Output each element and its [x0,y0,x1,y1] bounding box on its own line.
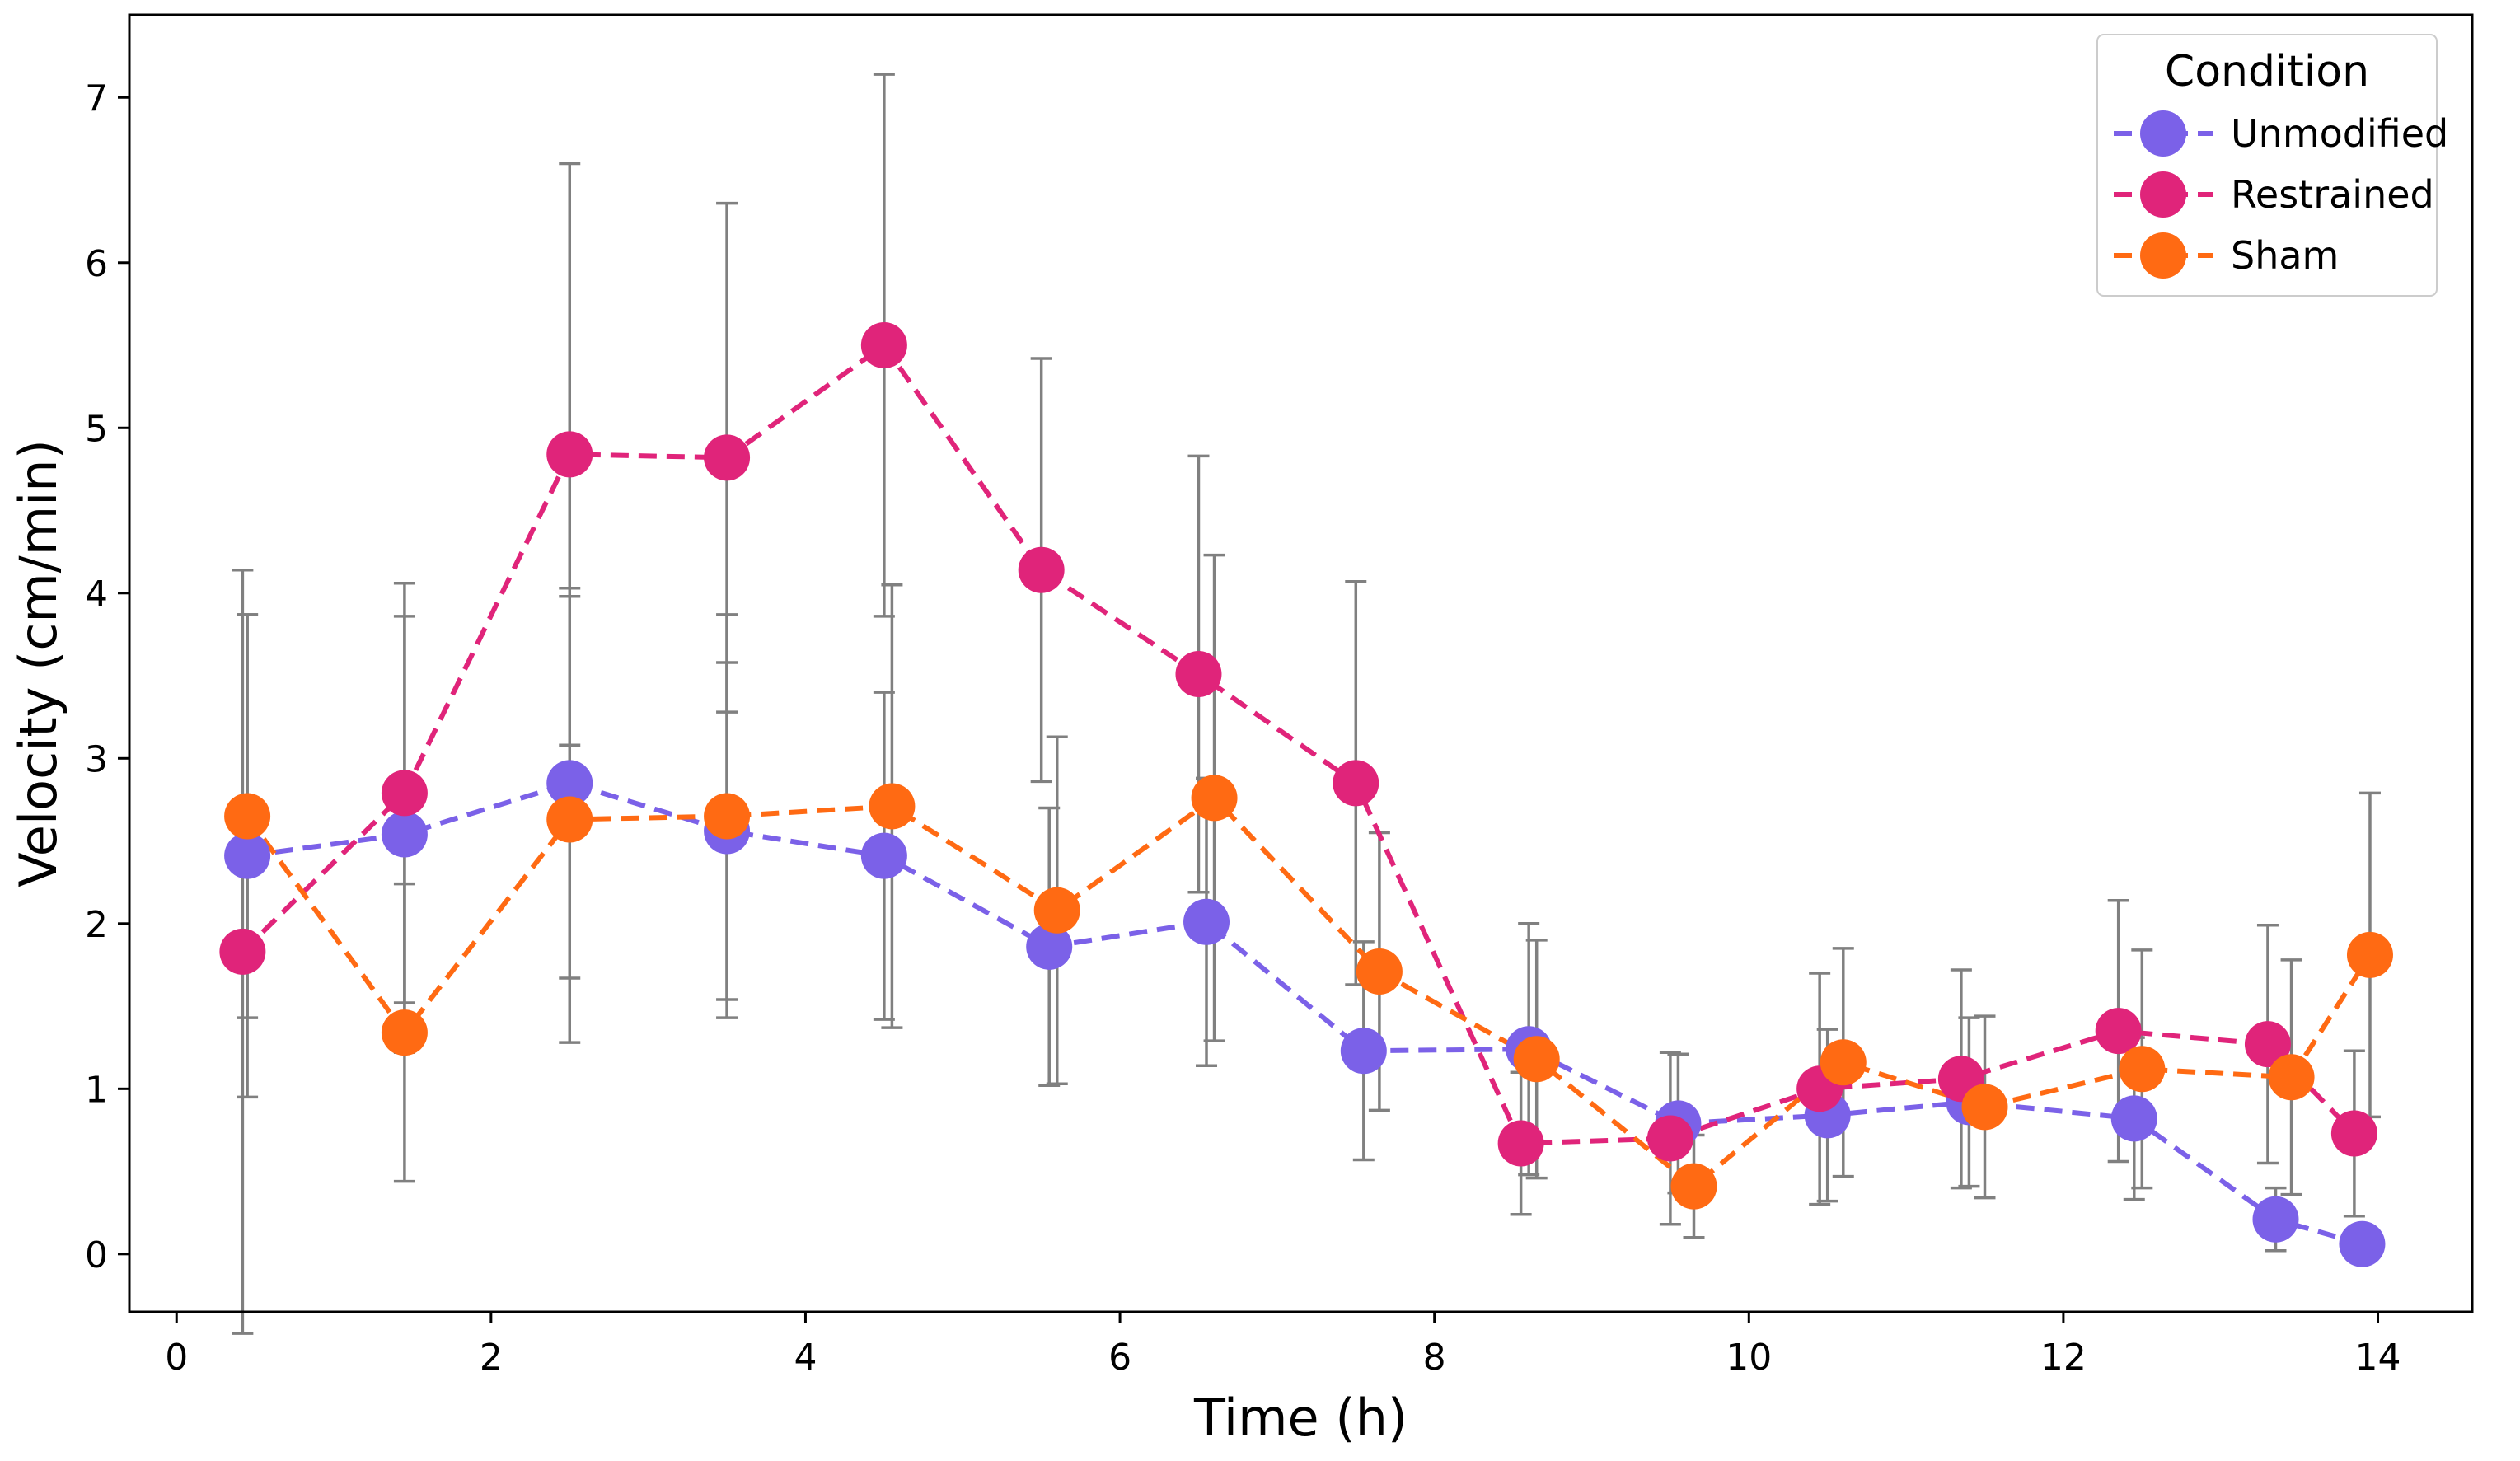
data-point-restrained [704,434,751,481]
y-tick-label: 4 [85,574,108,616]
data-point-sham [2268,1054,2315,1101]
data-point-sham [546,796,593,843]
x-axis-label: Time (h) [1193,1388,1408,1448]
data-point-unmodified [1026,923,1073,970]
data-point-sham [1670,1163,1717,1210]
data-point-sham [1191,775,1238,822]
y-tick-label: 2 [85,904,108,946]
data-point-unmodified [1340,1028,1387,1075]
data-point-restrained [1175,651,1222,698]
data-point-restrained [860,322,907,369]
x-tick-label: 10 [1726,1337,1772,1379]
y-tick-label: 6 [85,243,108,285]
data-point-restrained [1646,1115,1693,1162]
x-tick-label: 0 [165,1337,188,1379]
y-tick-label: 7 [85,77,108,119]
legend-label-unmodified: Unmodified [2231,111,2448,156]
data-point-restrained [1497,1120,1544,1167]
legend: Condition Unmodified Restrained Sham [2096,34,2448,297]
data-point-unmodified [860,832,907,879]
data-point-unmodified [2110,1095,2157,1142]
plot-frame [128,13,2474,1313]
legend-marker-restrained [2140,171,2186,218]
x-tick-label: 8 [1423,1337,1446,1379]
x-tick-label: 12 [2040,1337,2087,1379]
legend-item-sham: Sham [2114,232,2339,279]
data-point-sham [1033,887,1080,934]
data-point-restrained [2330,1110,2377,1157]
legend-label-sham: Sham [2231,233,2339,278]
data-point-sham [2346,931,2393,978]
x-tick-label: 4 [794,1337,817,1379]
data-point-sham [1961,1084,2008,1131]
data-point-restrained [2244,1021,2291,1068]
legend-item-unmodified: Unmodified [2114,110,2448,157]
legend-marker-unmodified [2140,110,2186,157]
x-tick-label: 2 [480,1337,503,1379]
data-point-restrained [381,770,428,817]
data-point-restrained [1018,546,1065,593]
y-axis-ticks: 0 1 2 3 4 5 6 7 [85,77,129,1276]
data-point-restrained [1333,760,1379,807]
y-tick-label: 3 [85,738,108,780]
legend-title: Condition [2165,47,2369,96]
y-tick-label: 5 [85,408,108,450]
y-tick-label: 0 [85,1234,108,1276]
data-point-unmodified [546,760,593,807]
legend-box [2096,34,2438,297]
data-point-unmodified [224,832,271,879]
data-point-restrained [219,928,266,975]
y-tick-label: 1 [85,1069,108,1111]
data-point-unmodified [2339,1220,2386,1267]
data-point-unmodified [1183,898,1230,945]
data-point-sham [1356,948,1403,995]
data-point-sham [1513,1036,1560,1083]
legend-item-restrained: Restrained [2114,171,2434,218]
data-point-sham [224,793,271,840]
x-tick-label: 6 [1108,1337,1131,1379]
legend-marker-sham [2140,232,2186,279]
data-point-unmodified [2252,1196,2299,1243]
x-axis-ticks: 0 2 4 6 8 10 12 14 [165,1312,2401,1379]
data-point-sham [381,1009,428,1056]
data-point-sham [704,793,751,840]
data-point-unmodified [381,811,428,858]
data-point-restrained [2095,1008,2142,1055]
series-markers-layer [219,322,2393,1267]
y-axis-label: Velocity (cm/min) [8,439,68,887]
legend-items: Unmodified Restrained Sham [2114,110,2448,279]
data-point-sham [869,783,916,830]
legend-label-restrained: Restrained [2231,172,2434,217]
x-tick-label: 14 [2355,1337,2401,1379]
data-point-restrained [546,431,593,478]
data-point-sham [2119,1046,2166,1093]
data-point-sham [1820,1039,1867,1086]
